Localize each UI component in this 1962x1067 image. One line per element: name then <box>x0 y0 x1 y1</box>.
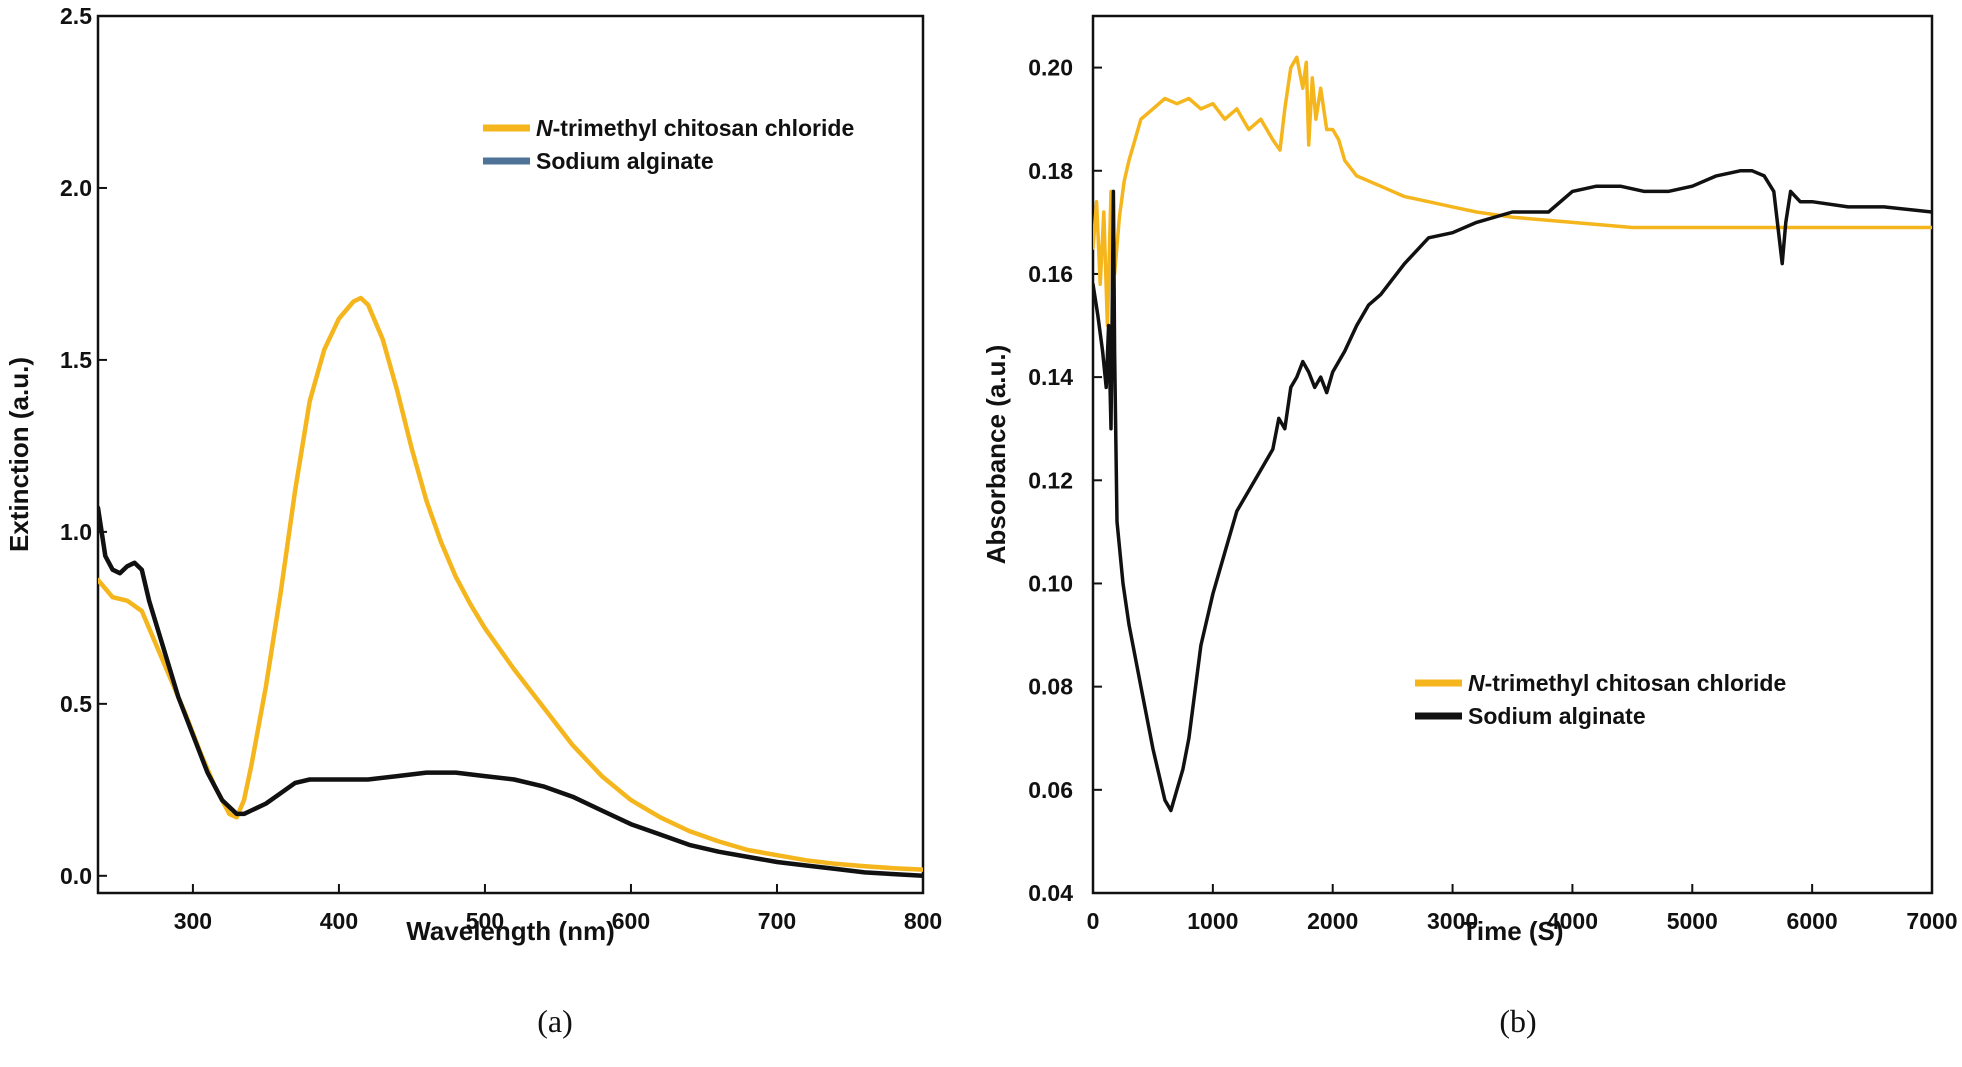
series-line-alginate <box>98 505 923 879</box>
legend-entry-prefix: N <box>1468 670 1485 696</box>
y-tick-label: 0.06 <box>1028 777 1073 803</box>
y-tick-label: 0.5 <box>60 691 92 717</box>
x-tick-label: 600 <box>612 908 650 934</box>
x-tick-label: 5000 <box>1667 908 1718 934</box>
legend: N-trimethyl chitosan chloride Sodium algi… <box>483 115 854 174</box>
legend-entry-label: N-trimethyl chitosan chloride <box>1468 670 1786 696</box>
legend-entry-label: N-trimethyl chitosan chloride <box>536 115 854 141</box>
y-tick-label: 0.14 <box>1028 364 1073 390</box>
x-tick-label: 700 <box>758 908 796 934</box>
x-tick-label: 300 <box>174 908 212 934</box>
panel-caption: (b) <box>1499 1003 1536 1039</box>
chart-panel-b: 0 1000 2000 3000 4000 5000 6000 7000 0.04 0.06 0.0… <box>981 14 1958 946</box>
series-line-alginate <box>1093 169 1932 813</box>
y-tick-label: 0.12 <box>1028 467 1073 493</box>
plot-frame <box>96 14 925 895</box>
series-line-chitosan <box>1093 55 1932 328</box>
y-tick-label: 0.0 <box>60 863 92 889</box>
x-tick-label: 7000 <box>1906 908 1957 934</box>
y-tick-label: 0.10 <box>1028 570 1073 596</box>
legend-entry-text: Sodium alginate <box>1468 703 1646 729</box>
y-tick-label: 0.16 <box>1028 261 1073 287</box>
y-tick-label: 0.20 <box>1028 55 1073 81</box>
plot-frame <box>1091 14 1934 895</box>
y-tick-label: 1.0 <box>60 519 92 545</box>
series-line-chitosan <box>98 295 923 872</box>
y-tick-label: 1.5 <box>60 347 92 373</box>
x-tick-label: 400 <box>320 908 358 934</box>
legend-entry-text: -trimethyl chitosan chloride <box>1485 670 1787 696</box>
x-axis-label: Wavelength (nm) <box>406 916 614 946</box>
x-tick-label: 6000 <box>1787 908 1838 934</box>
legend-entry-label: Sodium alginate <box>536 148 714 174</box>
x-tick-label: 4000 <box>1547 908 1598 934</box>
y-tick-label: 2.5 <box>60 3 92 29</box>
y-tick-label: 0.18 <box>1028 158 1073 184</box>
legend-entry-prefix: N <box>536 115 553 141</box>
panel-caption: (a) <box>537 1003 573 1039</box>
y-tick-label: 0.04 <box>1028 880 1073 906</box>
legend-entry-text: -trimethyl chitosan chloride <box>553 115 855 141</box>
x-tick-label: 0 <box>1087 908 1100 934</box>
x-tick-label: 1000 <box>1187 908 1238 934</box>
legend-entry-label: Sodium alginate <box>1468 703 1646 729</box>
y-tick-label: 2.0 <box>60 175 92 201</box>
legend-entry-text: Sodium alginate <box>536 148 714 174</box>
y-axis-label: Absorbance (a.u.) <box>981 345 1011 565</box>
y-tick-label: 0.08 <box>1028 674 1073 700</box>
x-tick-label: 3000 <box>1427 908 1478 934</box>
chart-panel-a: 300 400 500 600 700 800 0.0 0.5 1.0 1.5 2.0 2.5 Wave… <box>4 3 942 946</box>
x-axis-label: Time (S) <box>1461 916 1563 946</box>
x-tick-label: 2000 <box>1307 908 1358 934</box>
x-tick-label: 500 <box>466 908 504 934</box>
x-tick-label: 800 <box>904 908 942 934</box>
y-axis-label: Extinction (a.u.) <box>4 357 34 552</box>
legend: N-trimethyl chitosan chloride Sodium algi… <box>1415 670 1786 729</box>
